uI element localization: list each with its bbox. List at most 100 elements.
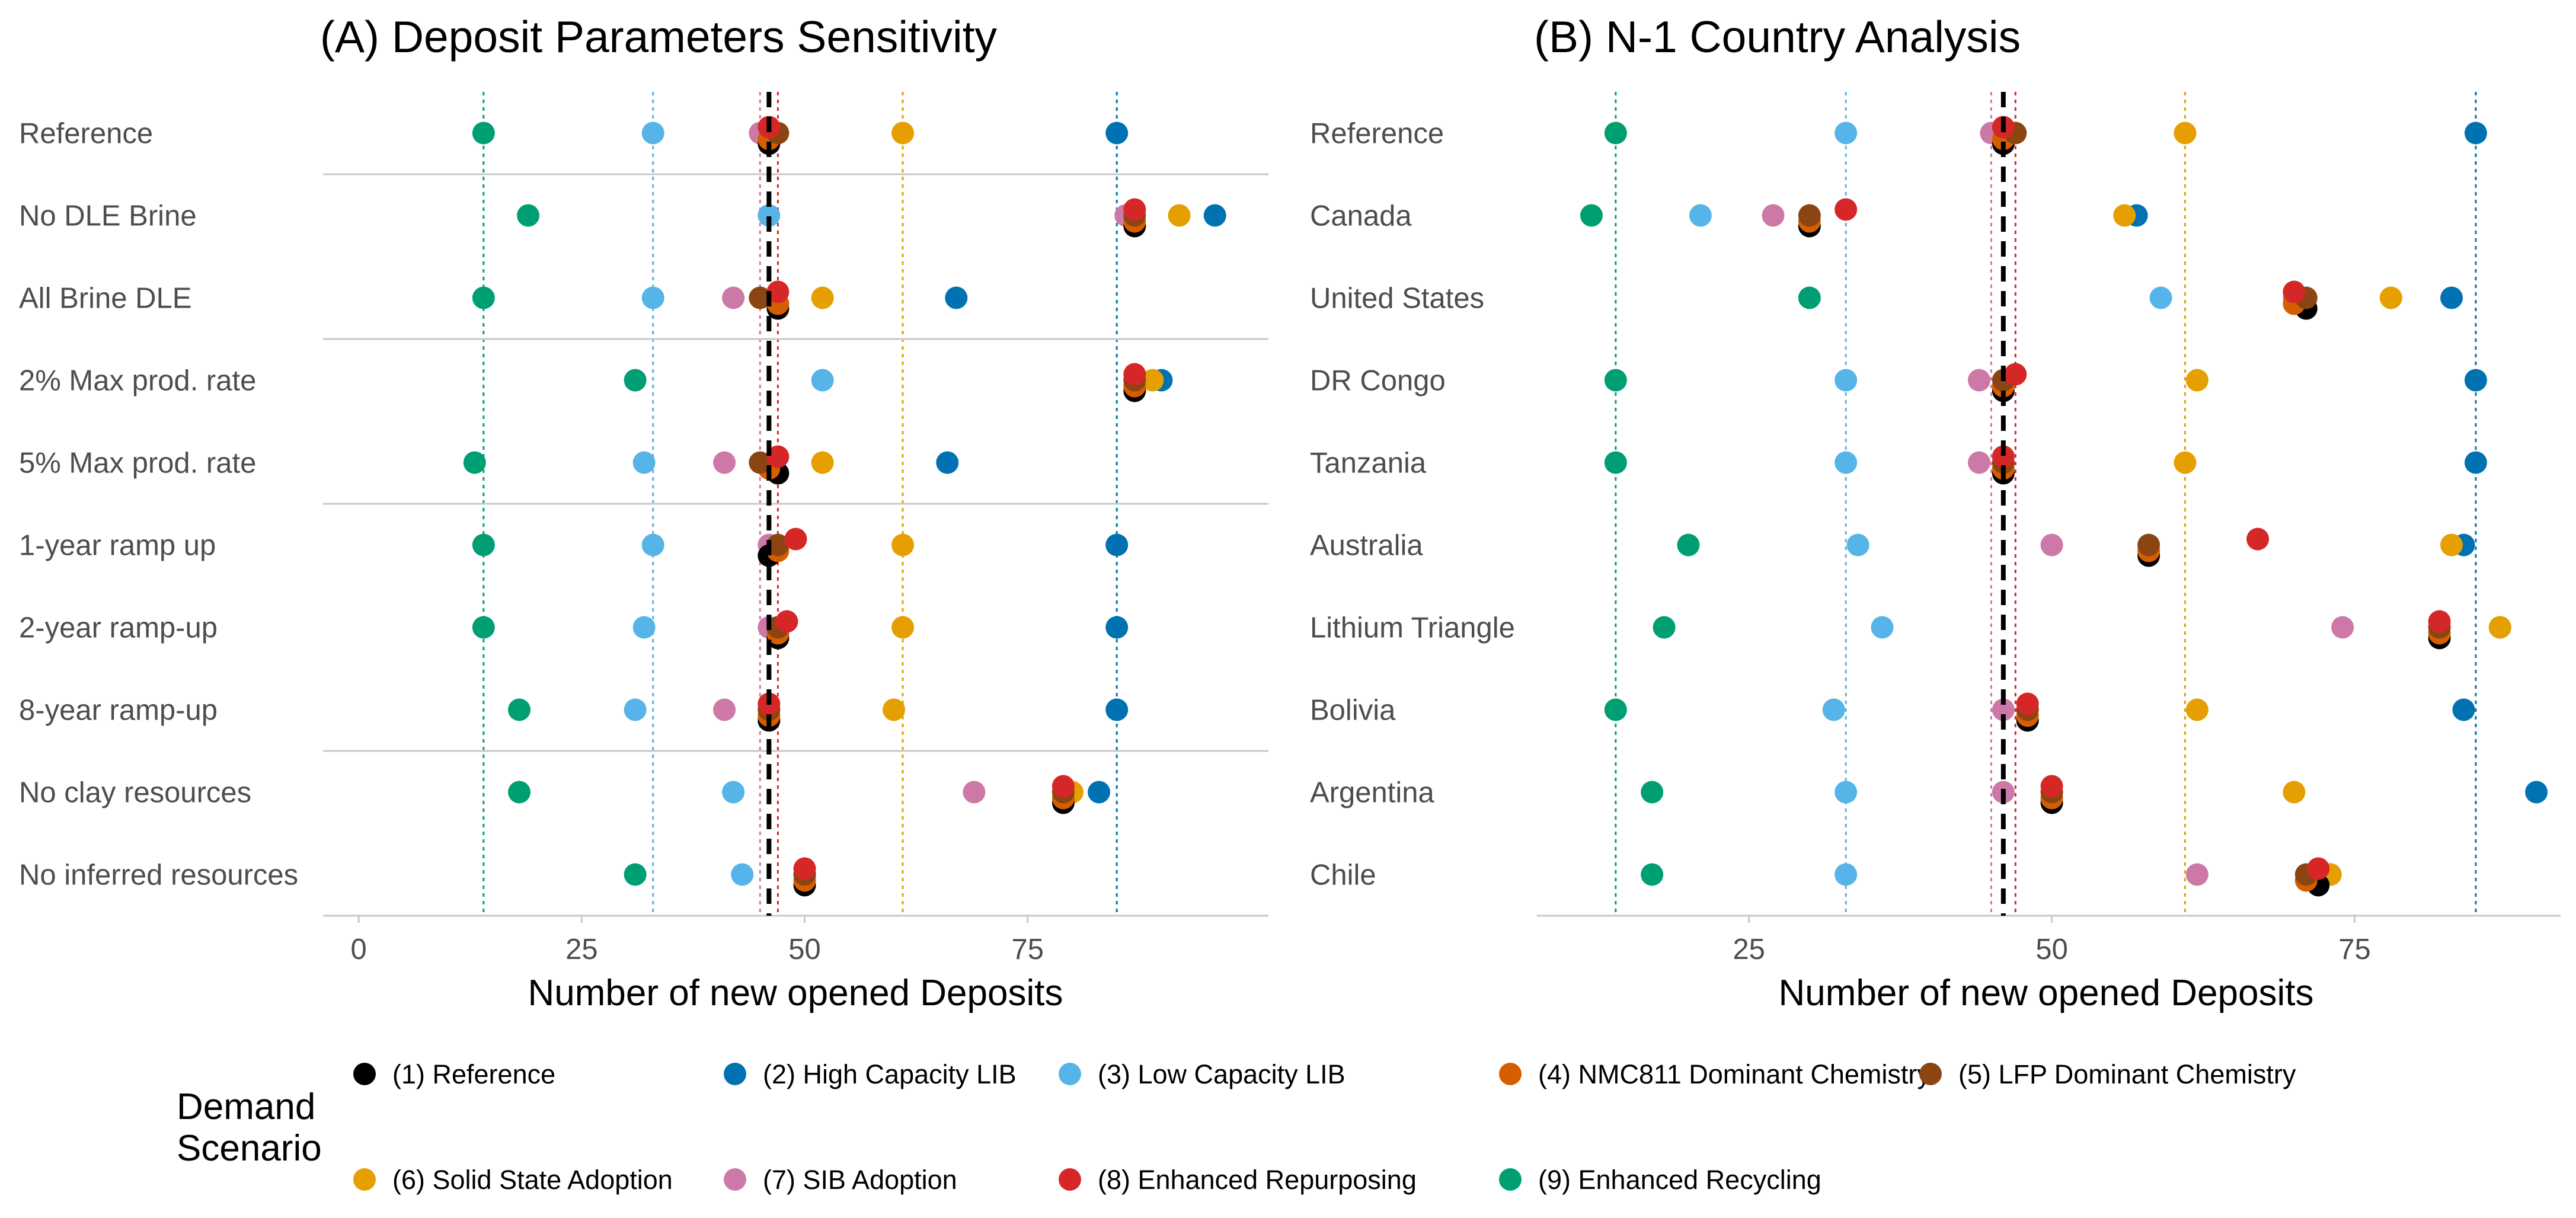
- panel-a-point-scenario-8: [775, 610, 798, 633]
- panel-b-point-scenario-7: [2331, 616, 2354, 639]
- panel-b-point-scenario-8: [1834, 198, 1858, 221]
- panel-b-point-scenario-8: [1992, 445, 2015, 468]
- panel-a-row-label: No inferred resources: [19, 859, 298, 891]
- legend-key-1: [353, 1063, 376, 1085]
- panel-a-point-scenario-9: [624, 369, 647, 392]
- panel-a-point-scenario-2: [1105, 533, 1129, 557]
- panel-a-point-scenario-3: [811, 369, 834, 392]
- panel-b-xlabel: Number of new opened Deposits: [1779, 973, 2314, 1014]
- legend-label-6: (6) Solid State Adoption: [392, 1165, 673, 1195]
- panel-b-point-scenario-7: [1967, 369, 1990, 392]
- panel-b-point-scenario-8: [2307, 857, 2330, 880]
- panel-b-row-label: Lithium Triangle: [1310, 612, 1515, 644]
- panel-a-point-scenario-7: [963, 781, 986, 804]
- panel-a-point-scenario-6: [1168, 204, 1191, 227]
- panel-a-row-label: All Brine DLE: [19, 283, 191, 315]
- panel-b-point-scenario-8: [2016, 692, 2039, 715]
- panel-b-point-scenario-3: [1834, 781, 1858, 804]
- panel-b-point-scenario-9: [1604, 122, 1627, 145]
- panel-a-point-scenario-2: [945, 286, 968, 309]
- panel-a-point-scenario-6: [891, 533, 915, 557]
- panel-a-point-scenario-8: [766, 445, 790, 468]
- panel-b-point-scenario-2: [2525, 781, 2548, 804]
- panel-a-point-scenario-8: [784, 528, 807, 551]
- panel-a: (A) Deposit Parameters Sensitivity Numbe…: [19, 12, 1268, 1014]
- panel-a-point-scenario-6: [1141, 369, 1164, 392]
- panel-b-point-scenario-6: [2174, 451, 2197, 474]
- panel-a-point-scenario-5: [766, 533, 790, 557]
- panel-a-point-scenario-9: [508, 781, 531, 804]
- panel-b-point-scenario-7: [2040, 533, 2063, 557]
- panel-a-point-scenario-9: [508, 698, 531, 721]
- panel-b-point-scenario-8: [2040, 775, 2063, 798]
- panel-b-x-tick-label: 75: [2338, 934, 2371, 966]
- panel-b-point-scenario-3: [1822, 698, 1845, 721]
- panel-a-title: (A) Deposit Parameters Sensitivity: [320, 12, 998, 62]
- panel-a-xlabel: Number of new opened Deposits: [528, 973, 1063, 1014]
- panel-a-point-scenario-8: [1123, 363, 1146, 386]
- panel-b-point-scenario-8: [2004, 363, 2027, 386]
- panel-b-point-scenario-2: [2464, 122, 2487, 145]
- panel-a-point-scenario-8: [1123, 198, 1146, 221]
- panel-a-point-scenario-3: [641, 286, 664, 309]
- legend-label-8: (8) Enhanced Repurposing: [1098, 1165, 1417, 1195]
- panel-b-row-label: Argentina: [1310, 777, 1435, 809]
- panel-a-x-tick-label: 0: [351, 934, 367, 966]
- panel-a-point-scenario-9: [624, 863, 647, 886]
- panel-a-point-scenario-5: [749, 451, 772, 474]
- panel-b-point-scenario-3: [1871, 616, 1894, 639]
- panel-a-row-label: No clay resources: [19, 777, 251, 809]
- panel-a-point-scenario-8: [766, 280, 790, 303]
- panel-b-point-scenario-9: [1604, 451, 1627, 474]
- legend-title-line2: Scenario: [177, 1128, 322, 1169]
- legend: Demand Scenario (1) Reference (2) High Ca…: [177, 1059, 2296, 1195]
- panel-a-point-scenario-9: [463, 451, 486, 474]
- legend-key-7: [724, 1168, 746, 1191]
- panel-a-point-scenario-8: [1052, 775, 1075, 798]
- panel-b-point-scenario-9: [1798, 286, 1821, 309]
- panel-b-row-label: Chile: [1310, 859, 1376, 891]
- legend-key-4: [1499, 1063, 1522, 1085]
- panel-b-point-scenario-6: [2440, 533, 2463, 557]
- panel-a-point-scenario-5: [749, 286, 772, 309]
- panel-b-row-label: Bolivia: [1310, 695, 1396, 727]
- panel-a-point-scenario-7: [722, 286, 745, 309]
- panel-a-row-label: No DLE Brine: [19, 200, 197, 232]
- panel-a-point-scenario-2: [1088, 781, 1111, 804]
- panel-a-row-label: 5% Max prod. rate: [19, 447, 256, 479]
- panel-b-point-scenario-3: [1834, 122, 1858, 145]
- panel-a-point-scenario-9: [472, 122, 495, 145]
- panel-b-point-scenario-2: [2452, 698, 2475, 721]
- panel-a-point-scenario-9: [472, 616, 495, 639]
- panel-a-point-scenario-8: [793, 857, 816, 880]
- panel-a-point-scenario-7: [713, 698, 736, 721]
- panel-b-point-scenario-5: [1798, 204, 1821, 227]
- panel-a-x-tick-label: 50: [788, 934, 821, 966]
- panel-a-point-scenario-2: [1105, 616, 1129, 639]
- panel-b-row-label: United States: [1310, 283, 1484, 315]
- legend-key-6: [353, 1168, 376, 1191]
- panel-a-point-scenario-7: [713, 451, 736, 474]
- panel-b-point-scenario-7: [1992, 698, 2015, 721]
- panel-b-point-scenario-3: [2149, 286, 2172, 309]
- legend-key-8: [1059, 1168, 1081, 1191]
- panel-b-point-scenario-6: [2283, 781, 2306, 804]
- panel-b-point-scenario-9: [1641, 863, 1664, 886]
- panel-a-point-scenario-3: [632, 451, 656, 474]
- panel-a-row-label: 2% Max prod. rate: [19, 365, 256, 397]
- panel-a-point-scenario-6: [891, 122, 915, 145]
- legend-label-1: (1) Reference: [392, 1059, 555, 1089]
- panel-b-point-scenario-2: [2440, 286, 2463, 309]
- legend-label-5: (5) LFP Dominant Chemistry: [1958, 1059, 2296, 1089]
- panel-b-point-scenario-8: [2428, 610, 2451, 633]
- panel-b-point-scenario-6: [2185, 698, 2209, 721]
- panel-a-point-scenario-9: [472, 286, 495, 309]
- panel-b-point-scenario-6: [2379, 286, 2402, 309]
- panel-b-point-scenario-6: [2113, 204, 2136, 227]
- panel-b-point-scenario-3: [1689, 204, 1712, 227]
- panel-a-point-scenario-2: [1105, 698, 1129, 721]
- panel-a-x-tick-label: 25: [565, 934, 598, 966]
- panel-a-row-label: 2-year ramp-up: [19, 612, 218, 644]
- panel-b-point-scenario-7: [1762, 204, 1785, 227]
- panel-b-point-scenario-3: [1834, 451, 1858, 474]
